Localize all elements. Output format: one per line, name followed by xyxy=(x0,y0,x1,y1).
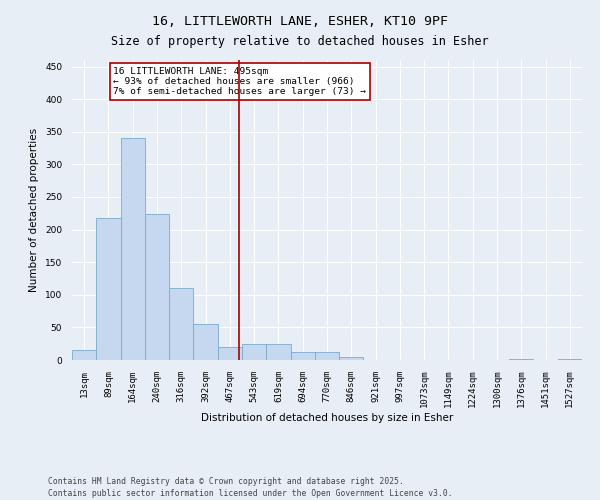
Bar xyxy=(558,358,582,360)
Bar xyxy=(242,344,266,360)
Text: 16 LITTLEWORTH LANE: 495sqm
← 93% of detached houses are smaller (966)
7% of sem: 16 LITTLEWORTH LANE: 495sqm ← 93% of det… xyxy=(113,66,366,96)
Text: 16, LITTLEWORTH LANE, ESHER, KT10 9PF: 16, LITTLEWORTH LANE, ESHER, KT10 9PF xyxy=(152,15,448,28)
Text: Contains HM Land Registry data © Crown copyright and database right 2025.
Contai: Contains HM Land Registry data © Crown c… xyxy=(48,476,452,498)
Text: Size of property relative to detached houses in Esher: Size of property relative to detached ho… xyxy=(111,35,489,48)
Bar xyxy=(72,350,96,360)
Bar xyxy=(509,358,533,360)
Bar xyxy=(96,218,121,360)
Bar xyxy=(290,352,315,360)
Bar xyxy=(145,214,169,360)
Bar xyxy=(193,324,218,360)
Bar xyxy=(169,288,193,360)
Bar xyxy=(339,356,364,360)
Bar xyxy=(121,138,145,360)
Bar xyxy=(266,344,290,360)
X-axis label: Distribution of detached houses by size in Esher: Distribution of detached houses by size … xyxy=(201,413,453,423)
Bar xyxy=(315,352,339,360)
Y-axis label: Number of detached properties: Number of detached properties xyxy=(29,128,40,292)
Bar xyxy=(218,347,242,360)
